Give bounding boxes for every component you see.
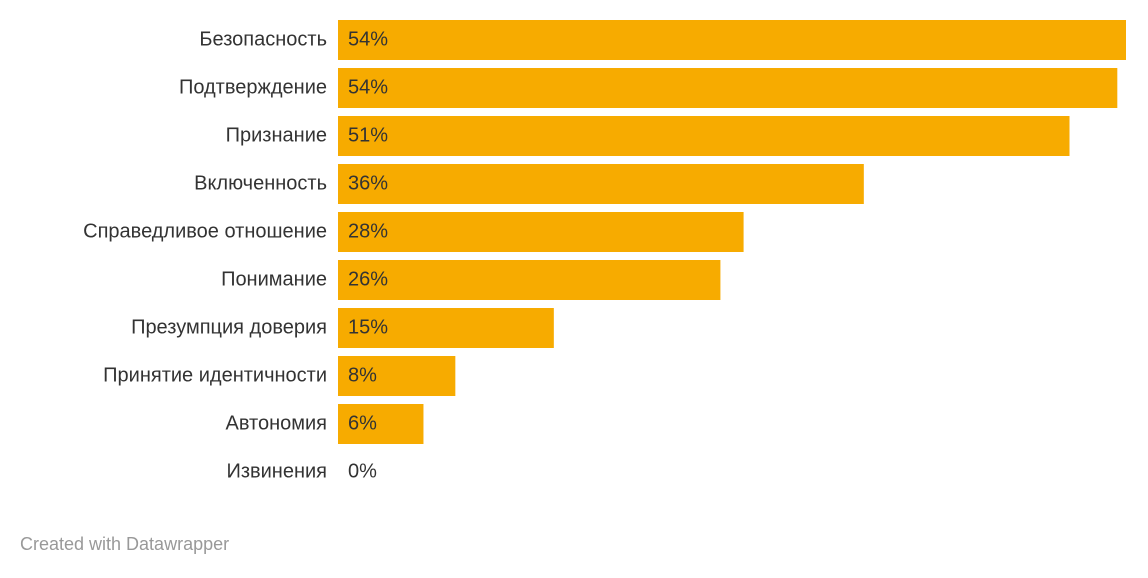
category-label: Презумпция доверия: [131, 316, 327, 338]
bar: [338, 260, 721, 300]
category-label: Принятие идентичности: [103, 364, 327, 386]
value-label: 8%: [348, 364, 377, 386]
value-label: 36%: [348, 172, 388, 194]
value-label: 54%: [348, 28, 388, 50]
bar: [338, 356, 456, 396]
bar: [338, 68, 1118, 108]
bar: [338, 404, 424, 444]
category-label: Справедливое отношение: [83, 220, 327, 242]
bar: [338, 164, 864, 204]
category-label: Подтверждение: [179, 76, 327, 98]
bar: [338, 212, 744, 252]
value-label: 51%: [348, 124, 388, 146]
bar: [338, 116, 1070, 156]
category-label: Автономия: [225, 412, 327, 434]
category-label: Извинения: [226, 460, 327, 482]
value-label: 54%: [348, 76, 388, 98]
value-label: 26%: [348, 268, 388, 290]
category-label: Включенность: [194, 172, 327, 194]
bar: [338, 20, 1126, 60]
footer: Created with Datawrapper: [20, 534, 229, 554]
category-label: Признание: [226, 124, 327, 146]
value-label: 6%: [348, 412, 377, 434]
value-label: 28%: [348, 220, 388, 242]
value-label: 0%: [348, 460, 377, 482]
category-label: Понимание: [221, 268, 327, 290]
bar: [338, 308, 554, 348]
category-label: Безопасность: [199, 28, 327, 50]
value-label: 15%: [348, 316, 388, 338]
